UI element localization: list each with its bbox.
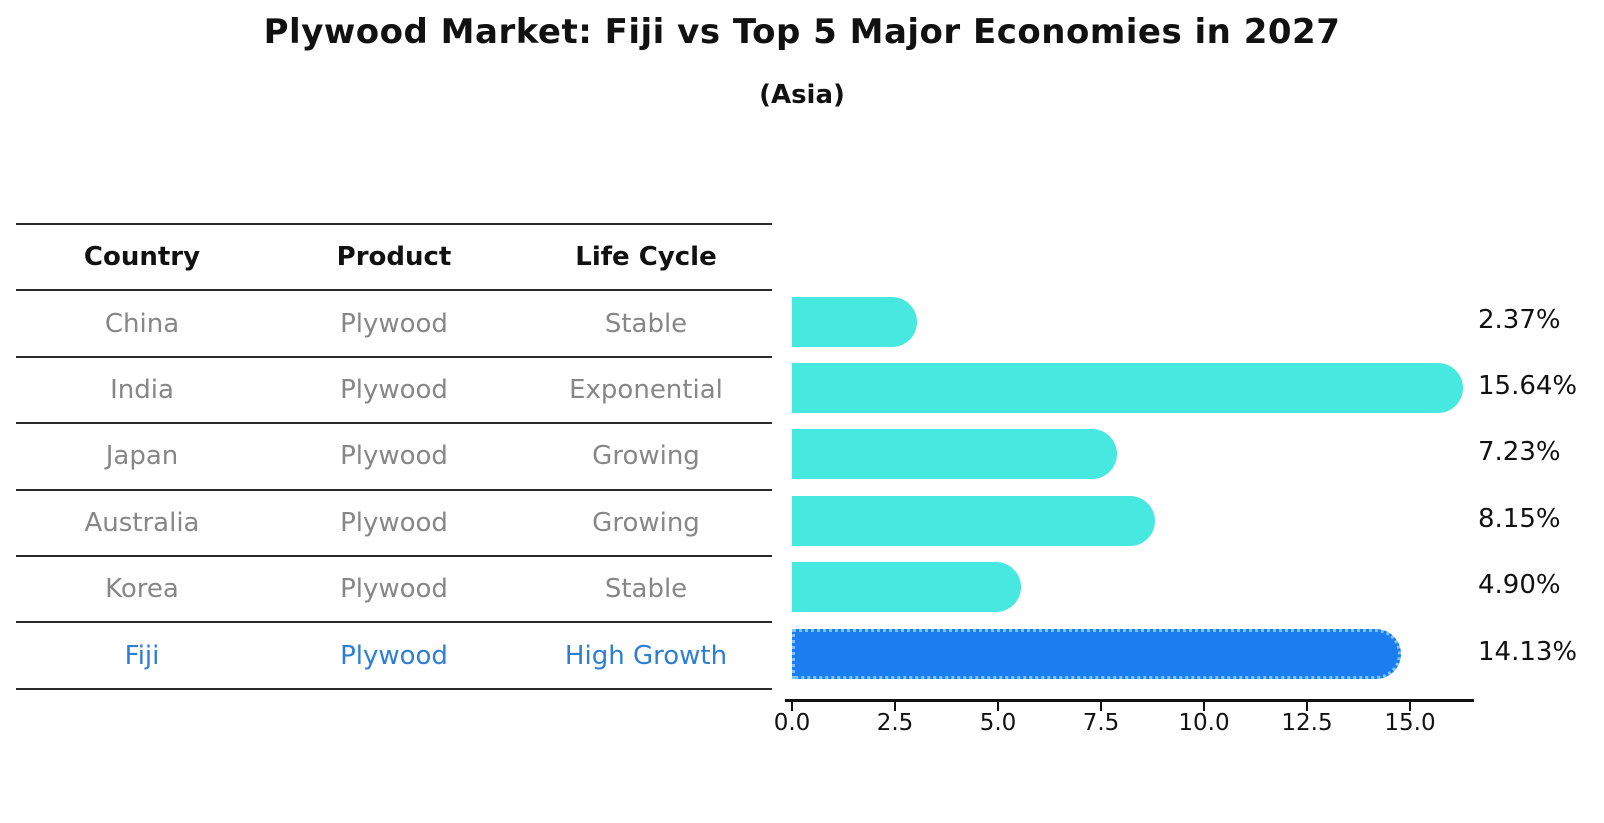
cell-product: Plywood — [340, 640, 448, 671]
cell-life-cycle: Stable — [604, 308, 688, 339]
value-label-fiji: 14.13% — [1478, 637, 1578, 667]
x-tick-label: 10.0 — [1178, 710, 1230, 736]
column-header-country: Country — [83, 242, 201, 273]
cell-country: Australia — [84, 507, 200, 538]
cell-life-cycle: Growing — [592, 441, 700, 472]
value-label-china: 2.37% — [1478, 305, 1561, 335]
x-tick-mark — [1100, 702, 1102, 711]
x-tick-label: 5.0 — [979, 710, 1017, 736]
x-tick-label: 12.5 — [1281, 710, 1333, 736]
x-tick-mark — [791, 702, 793, 711]
column-header-product: Product — [336, 242, 452, 273]
x-tick-mark — [894, 702, 896, 711]
table-row-japan: Japan Plywood Growing — [16, 424, 772, 491]
cell-country: China — [104, 308, 180, 339]
cell-life-cycle: Growing — [592, 507, 700, 538]
x-tick-mark — [1306, 702, 1308, 711]
x-tick-mark — [997, 702, 999, 711]
x-tick-label: 7.5 — [1082, 710, 1120, 736]
table-row-korea: Korea Plywood Stable — [16, 557, 772, 624]
cell-product: Plywood — [340, 441, 448, 472]
chart-title: Plywood Market: Fiji vs Top 5 Major Econ… — [263, 12, 1341, 52]
cell-country: Fiji — [124, 640, 160, 671]
chart-subtitle: (Asia) — [759, 80, 845, 110]
x-tick-label: 15.0 — [1384, 710, 1436, 736]
cell-product: Plywood — [340, 374, 448, 405]
bar-australia — [792, 496, 1155, 546]
cell-life-cycle: High Growth — [564, 640, 728, 671]
cell-country: Japan — [105, 441, 179, 472]
table-row-fiji: Fiji Plywood High Growth — [16, 623, 772, 690]
table-row-india: India Plywood Exponential — [16, 358, 772, 425]
x-tick-label: 2.5 — [876, 710, 914, 736]
cell-product: Plywood — [340, 308, 448, 339]
cell-country: India — [110, 374, 174, 405]
bar-fiji — [792, 629, 1402, 679]
cell-life-cycle: Stable — [604, 574, 688, 605]
cell-product: Plywood — [340, 574, 448, 605]
value-label-australia: 8.15% — [1478, 504, 1561, 534]
value-label-india: 15.64% — [1478, 371, 1578, 401]
bar-china — [792, 297, 917, 347]
bar-japan — [792, 429, 1117, 479]
x-tick-mark — [1203, 702, 1205, 711]
table-header-row: Country Product Life Cycle — [16, 225, 772, 292]
x-tick-mark — [1409, 702, 1411, 711]
cell-country: Korea — [105, 574, 179, 605]
table-row-china: China Plywood Stable — [16, 291, 772, 358]
cell-life-cycle: Exponential — [569, 374, 723, 405]
value-label-japan: 7.23% — [1478, 437, 1561, 467]
table-row-australia: Australia Plywood Growing — [16, 491, 772, 557]
bar-india — [792, 363, 1464, 413]
cell-product: Plywood — [340, 507, 448, 538]
country-info-table: Country Product Life Cycle China Plywood S… — [16, 223, 772, 690]
x-tick-label: 0.0 — [773, 710, 811, 736]
value-label-korea: 4.90% — [1478, 570, 1561, 600]
table-body: China Plywood Stable India Plywood Exponentia… — [16, 291, 772, 690]
bar-korea — [792, 562, 1021, 612]
column-header-life-cycle: Life Cycle — [575, 242, 717, 273]
x-axis-line — [785, 699, 1474, 702]
